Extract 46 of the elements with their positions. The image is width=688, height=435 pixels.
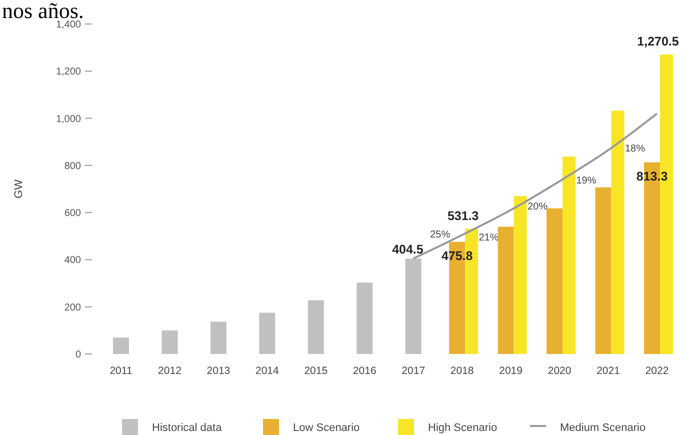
- annotation: 21%: [478, 232, 499, 244]
- bar: [595, 187, 612, 354]
- annotation: 20%: [528, 201, 548, 212]
- y-axis-title: GW: [13, 178, 25, 198]
- annotation: 19%: [576, 175, 596, 186]
- legend-label: Low Scenario: [293, 422, 360, 434]
- legend-label: Medium Scenario: [560, 422, 646, 434]
- x-tick-label: 2021: [596, 365, 620, 377]
- y-tick-label: 1,200: [56, 66, 82, 78]
- x-tick-label: 2013: [206, 365, 230, 377]
- bar: [562, 156, 576, 354]
- x-tick-label: 2014: [256, 365, 280, 377]
- bar: [308, 300, 324, 354]
- x-tick-label: 2015: [304, 365, 328, 377]
- y-tick-label: 800: [64, 160, 82, 172]
- x-tick-label: 2020: [548, 365, 572, 377]
- x-tick-label: 2012: [158, 365, 182, 377]
- bar: [259, 312, 276, 354]
- y-tick-label: 600: [64, 208, 82, 220]
- y-tick-label: 0: [75, 350, 82, 360]
- bar: [611, 110, 624, 354]
- bar: [498, 226, 514, 354]
- bar: [356, 282, 373, 354]
- x-tick-label: 2011: [110, 365, 132, 377]
- x-tick-label: 2017: [402, 365, 426, 377]
- bar: [162, 330, 178, 354]
- y-tick-label: 400: [64, 255, 82, 266]
- data-label: 1,270.5: [637, 34, 679, 49]
- bar: [210, 322, 226, 354]
- data-label: 404.5: [392, 242, 424, 257]
- x-tick-label: 2016: [352, 365, 376, 377]
- x-tick-label: 2019: [499, 365, 523, 377]
- x-tick-label: 2022: [645, 365, 669, 377]
- legend-label: Historical data: [152, 422, 223, 434]
- bar: [546, 208, 563, 354]
- data-label: 531.3: [447, 208, 479, 223]
- annotation: 18%: [624, 143, 646, 154]
- y-tick-label: 1,000: [56, 114, 82, 125]
- x-tick-label: 2018: [450, 365, 474, 377]
- annotation: 25%: [430, 230, 450, 241]
- legend-label: High Scenario: [428, 422, 498, 434]
- y-tick-label: 200: [64, 302, 82, 314]
- bar: [514, 196, 527, 354]
- y-tick-label: 1,400: [56, 20, 82, 30]
- bar: [113, 338, 129, 354]
- bar: [405, 258, 422, 354]
